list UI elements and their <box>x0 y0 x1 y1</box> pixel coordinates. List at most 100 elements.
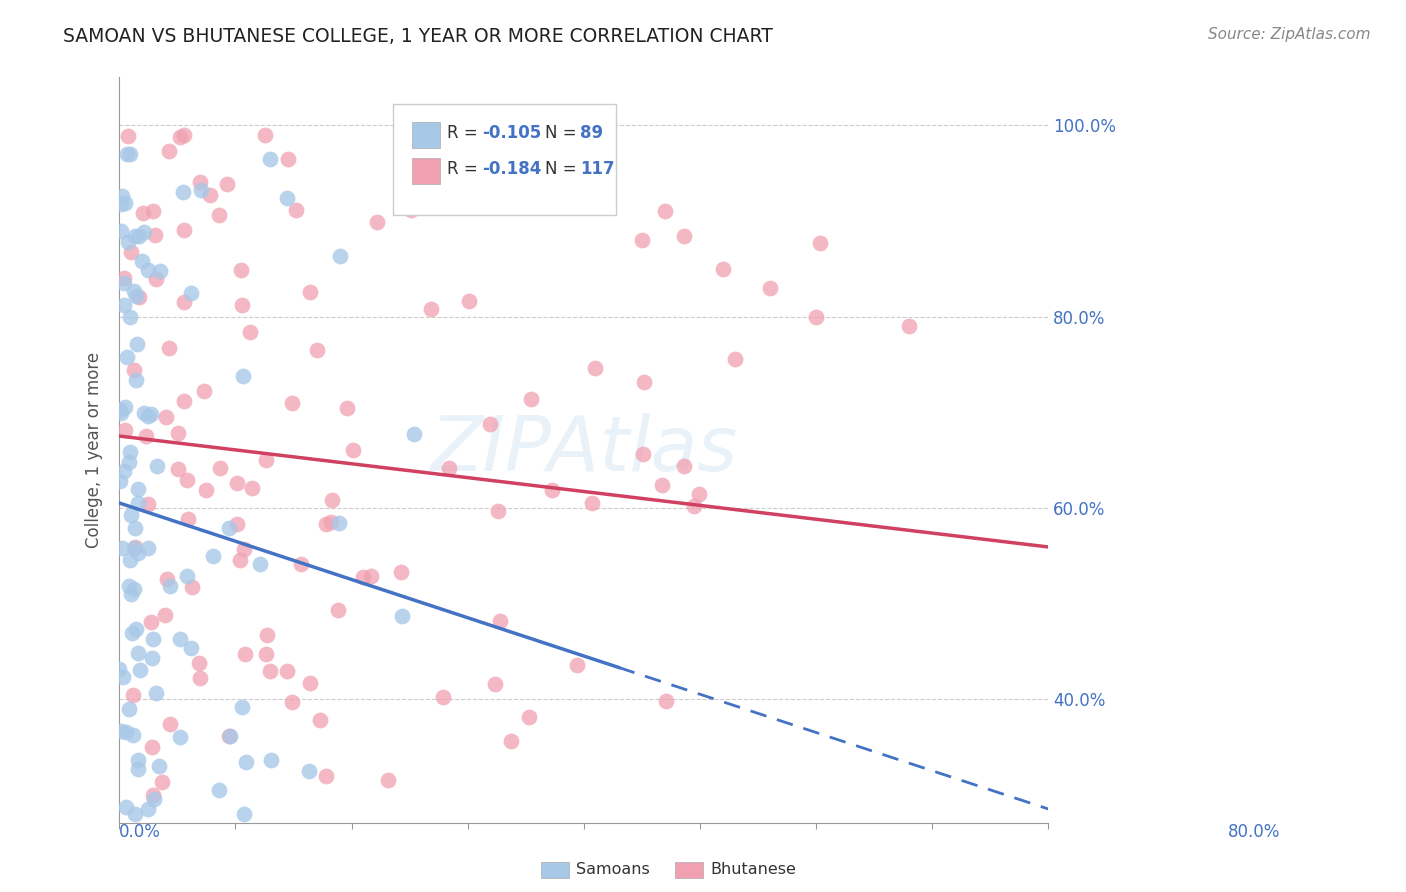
Point <box>125 622 148 636</box>
Point <box>321 492 343 507</box>
Point <box>118 455 141 469</box>
Point <box>299 285 322 300</box>
Point <box>804 310 827 324</box>
Point <box>120 445 142 459</box>
Point <box>112 270 135 285</box>
Point <box>366 215 388 229</box>
Text: R =: R = <box>447 124 484 143</box>
Point <box>148 264 170 278</box>
Point <box>329 248 352 262</box>
Point <box>235 755 257 769</box>
Point <box>581 496 603 510</box>
Text: Samoans: Samoans <box>576 863 650 877</box>
Point <box>520 392 543 406</box>
Point <box>724 351 747 366</box>
Point <box>110 474 132 488</box>
Point <box>254 128 277 142</box>
Point <box>486 504 509 518</box>
Point <box>111 541 134 556</box>
Point <box>457 294 479 309</box>
Point <box>506 154 529 169</box>
Point <box>276 190 298 204</box>
Text: -0.105: -0.105 <box>482 124 541 143</box>
Point <box>541 483 564 498</box>
Point <box>111 670 134 684</box>
Point <box>127 496 149 510</box>
Point <box>377 772 399 787</box>
Point <box>121 688 143 702</box>
Text: Source: ZipAtlas.com: Source: ZipAtlas.com <box>1208 27 1371 42</box>
Point <box>176 473 198 487</box>
Point <box>260 753 283 767</box>
Point <box>169 730 191 744</box>
Point <box>145 272 167 286</box>
Point <box>157 144 180 158</box>
Point <box>172 186 194 200</box>
Point <box>132 406 155 420</box>
Point <box>188 657 211 671</box>
Point <box>683 499 706 513</box>
Text: R =: R = <box>447 161 484 178</box>
Point <box>758 281 780 295</box>
Point <box>127 762 149 776</box>
Point <box>155 409 177 424</box>
Point <box>217 177 239 191</box>
Point <box>259 665 281 679</box>
Point <box>167 426 190 441</box>
Point <box>218 729 240 743</box>
Point <box>299 675 322 690</box>
Point <box>173 295 195 310</box>
Point <box>122 284 145 298</box>
Point <box>114 195 136 210</box>
Point <box>139 615 162 630</box>
Point <box>124 229 146 244</box>
FancyBboxPatch shape <box>394 103 616 216</box>
Point <box>208 209 231 223</box>
Point <box>110 224 132 238</box>
Text: N =: N = <box>544 161 582 178</box>
Point <box>145 686 167 700</box>
Point <box>517 710 540 724</box>
Point <box>550 147 572 161</box>
Point <box>127 482 149 496</box>
Point <box>711 261 734 276</box>
Point <box>319 515 342 529</box>
Point <box>259 153 281 167</box>
Point <box>249 558 271 572</box>
Point <box>651 478 673 492</box>
Point <box>136 802 159 816</box>
Point <box>142 204 165 219</box>
Point <box>808 235 831 250</box>
Point <box>159 579 181 593</box>
Point <box>124 806 146 821</box>
Point <box>290 557 312 571</box>
Point <box>141 740 163 755</box>
Point <box>180 286 202 301</box>
Point <box>193 384 215 398</box>
Point <box>489 614 512 628</box>
Point <box>254 648 277 662</box>
Point <box>180 640 202 655</box>
Point <box>115 800 138 814</box>
Point <box>136 263 159 277</box>
Point <box>352 569 374 583</box>
Point <box>124 521 146 535</box>
Point <box>232 368 254 383</box>
Point <box>276 664 298 678</box>
Point <box>256 628 278 642</box>
Text: -0.184: -0.184 <box>482 161 541 178</box>
Point <box>114 423 136 437</box>
Point <box>501 734 523 748</box>
Point <box>654 204 676 219</box>
Point <box>233 648 256 662</box>
Point <box>281 695 304 709</box>
Point <box>112 464 135 478</box>
Point <box>315 516 337 531</box>
Point <box>688 486 710 500</box>
Point <box>120 508 142 523</box>
Point <box>132 205 155 219</box>
Point <box>136 497 159 511</box>
Point <box>567 658 589 673</box>
Point <box>118 310 141 324</box>
Point <box>226 476 249 491</box>
